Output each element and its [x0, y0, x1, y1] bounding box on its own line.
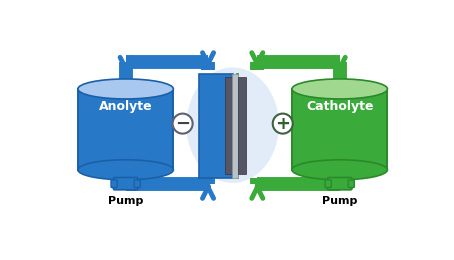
Ellipse shape — [78, 79, 173, 99]
FancyBboxPatch shape — [327, 178, 352, 190]
Bar — [78, 89, 173, 170]
FancyBboxPatch shape — [348, 180, 354, 187]
Bar — [292, 89, 387, 170]
Ellipse shape — [292, 160, 387, 180]
Bar — [238, 77, 246, 174]
Text: Catholyte: Catholyte — [306, 100, 374, 113]
Text: Pump: Pump — [322, 196, 357, 206]
Text: +: + — [275, 115, 290, 133]
FancyBboxPatch shape — [134, 180, 140, 187]
Ellipse shape — [187, 67, 279, 183]
FancyBboxPatch shape — [325, 180, 331, 187]
FancyBboxPatch shape — [111, 180, 117, 187]
FancyBboxPatch shape — [114, 178, 138, 190]
Bar — [225, 77, 232, 174]
Bar — [237, 74, 238, 178]
Bar — [232, 74, 238, 178]
Ellipse shape — [78, 160, 173, 180]
Bar — [199, 74, 232, 178]
Text: −: − — [175, 115, 190, 133]
Circle shape — [173, 114, 192, 134]
Text: Pump: Pump — [108, 196, 143, 206]
Text: Anolyte: Anolyte — [99, 100, 153, 113]
Circle shape — [273, 114, 293, 134]
Ellipse shape — [292, 79, 387, 99]
